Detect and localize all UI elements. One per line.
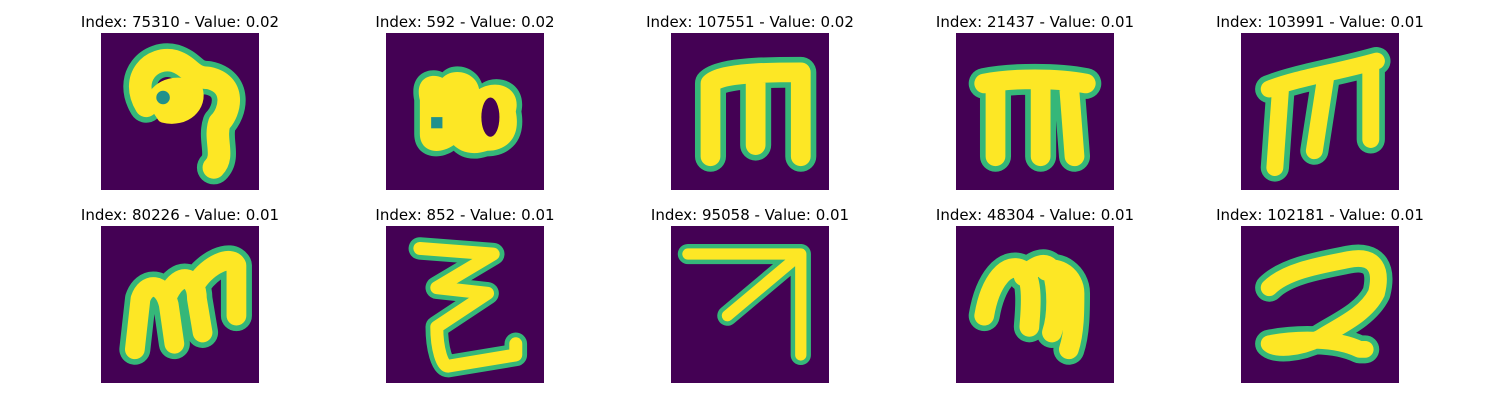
index-label: Index: [935, 13, 988, 31]
panel-index: 21437 [987, 13, 1035, 31]
panel-title: Index: 852 - Value: 0.01 [325, 205, 605, 225]
digit-image [101, 33, 259, 190]
digit-image [101, 226, 259, 383]
panel: Index: 95058 - Value: 0.01 [610, 205, 890, 393]
value-label: - Value: [179, 13, 246, 31]
panel-value: 0.01 [1390, 13, 1424, 31]
value-label: - Value: [1034, 206, 1101, 224]
panel-title: Index: 102181 - Value: 0.01 [1180, 205, 1460, 225]
digit-image [671, 33, 829, 190]
panel-value: 0.01 [815, 206, 850, 224]
panel-index: 107551 [697, 13, 755, 31]
digit-image [1241, 226, 1399, 383]
panel: Index: 102181 - Value: 0.01 [1180, 205, 1460, 393]
panel: Index: 80226 - Value: 0.01 [40, 205, 320, 393]
value-label: - Value: [455, 13, 522, 31]
panel: Index: 107551 - Value: 0.02 [610, 12, 890, 200]
glyph-stroke [413, 241, 523, 373]
panel-value: 0.02 [521, 13, 555, 31]
panel-value: 0.02 [820, 13, 854, 31]
panel-title: Index: 21437 - Value: 0.01 [895, 12, 1175, 32]
glyph-stroke [124, 251, 247, 360]
digit-image [386, 33, 544, 190]
panel-value: 0.01 [1100, 206, 1135, 224]
glyph-hole [481, 97, 500, 137]
panel-index: 103991 [1267, 13, 1325, 31]
panel-index: 80226 [132, 206, 180, 224]
glyph-stroke [129, 49, 240, 179]
value-label: - Value: [1324, 13, 1391, 31]
glyph-spot [156, 90, 170, 105]
value-label: - Value: [754, 13, 821, 31]
index-label: Index: [80, 13, 133, 31]
panel: Index: 852 - Value: 0.01 [325, 205, 605, 393]
glyph-stroke [700, 62, 811, 167]
digit-image [671, 226, 829, 383]
panel-index: 592 [426, 13, 456, 31]
digit-image [956, 33, 1114, 190]
panel-value: 0.01 [245, 206, 280, 224]
panel: Index: 592 - Value: 0.02 [325, 12, 605, 200]
panel-title: Index: 80226 - Value: 0.01 [40, 205, 320, 225]
panel: Index: 21437 - Value: 0.01 [895, 12, 1175, 200]
panel: Index: 75310 - Value: 0.02 [40, 12, 320, 200]
panel-index: 48304 [987, 206, 1035, 224]
panel-index: 75310 [132, 13, 180, 31]
glyph-stroke [1260, 52, 1385, 176]
panel: Index: 48304 - Value: 0.01 [895, 205, 1175, 393]
panel-title: Index: 103991 - Value: 0.01 [1180, 12, 1460, 32]
panel-title: Index: 107551 - Value: 0.02 [610, 12, 890, 32]
panel-index: 102181 [1267, 206, 1325, 224]
digit-image [1241, 33, 1399, 190]
panel-index: 852 [426, 206, 456, 224]
index-label: Index: [935, 206, 988, 224]
value-label: - Value: [1324, 206, 1391, 224]
glyph-spot [431, 117, 443, 129]
glyph-stroke [682, 248, 807, 361]
panel: Index: 103991 - Value: 0.01 [1180, 12, 1460, 200]
value-label: - Value: [179, 206, 246, 224]
index-label: Index: [646, 13, 698, 31]
index-label: Index: [650, 206, 703, 224]
index-label: Index: [1216, 13, 1268, 31]
glyph-stroke [974, 255, 1085, 360]
index-label: Index: [375, 206, 427, 224]
index-label: Index: [80, 206, 133, 224]
panel-index: 95058 [702, 206, 750, 224]
panel-title: Index: 592 - Value: 0.02 [325, 12, 605, 32]
panel-title: Index: 95058 - Value: 0.01 [610, 205, 890, 225]
glyph-stroke [1260, 250, 1387, 358]
panel-value: 0.01 [1390, 206, 1424, 224]
panel-title: Index: 48304 - Value: 0.01 [895, 205, 1175, 225]
index-label: Index: [375, 13, 427, 31]
glyph-stroke [974, 69, 1096, 167]
panel-value: 0.01 [1100, 13, 1135, 31]
digit-image [386, 226, 544, 383]
panel-title: Index: 75310 - Value: 0.02 [40, 12, 320, 32]
value-label: - Value: [749, 206, 816, 224]
index-label: Index: [1216, 206, 1268, 224]
value-label: - Value: [1034, 13, 1101, 31]
digit-image [956, 226, 1114, 383]
value-label: - Value: [455, 206, 522, 224]
panel-value: 0.02 [245, 13, 280, 31]
panel-value: 0.01 [521, 206, 555, 224]
